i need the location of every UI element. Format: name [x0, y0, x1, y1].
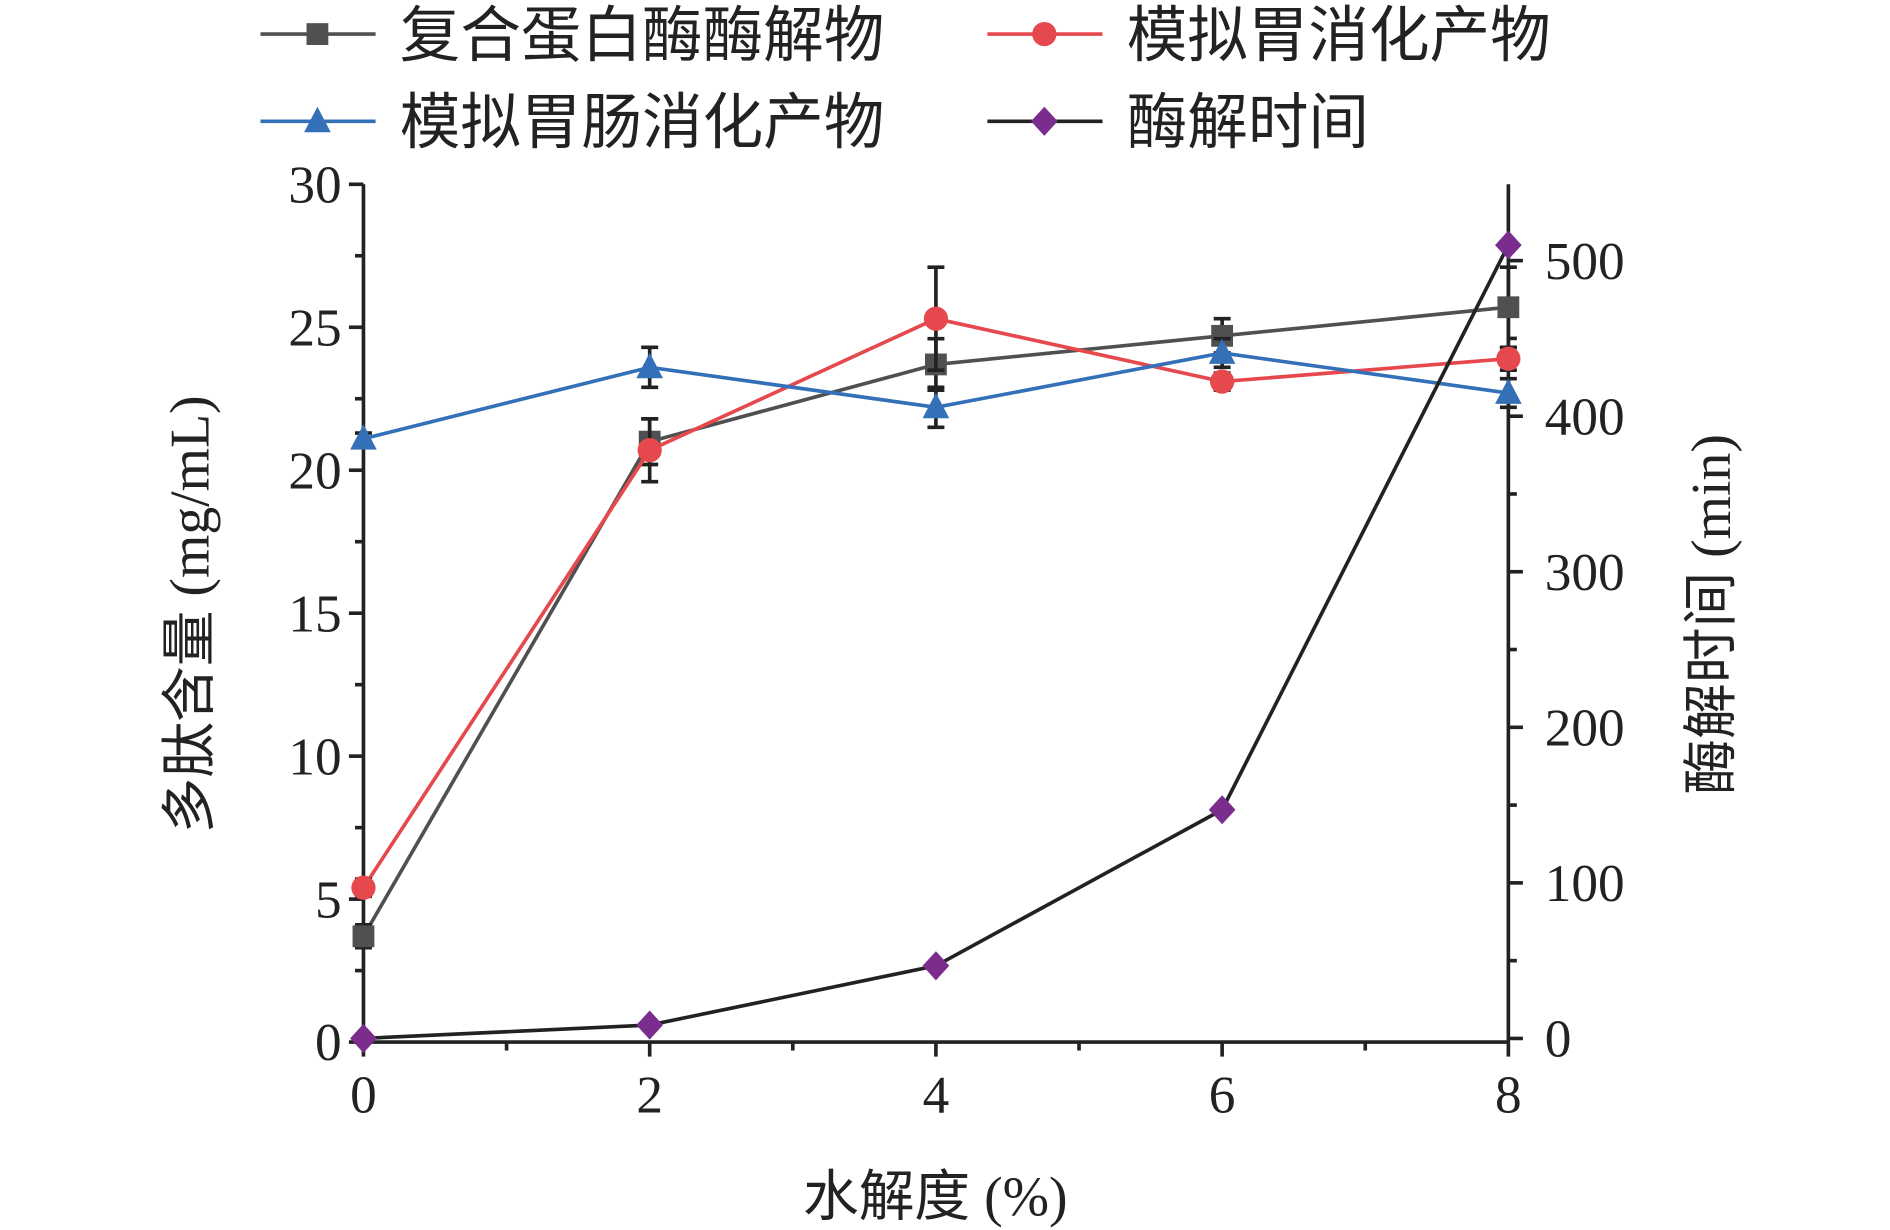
- data-point: [922, 951, 950, 981]
- y-tick-label: 5: [315, 870, 342, 929]
- y2-tick-label: 100: [1545, 854, 1625, 913]
- plot-marks: [350, 230, 1522, 1053]
- data-point: [636, 1010, 664, 1040]
- legend-marker: [1031, 106, 1058, 136]
- legend-item: 复合蛋白酶酶解物: [260, 3, 884, 70]
- y2-tick-label: 400: [1545, 387, 1625, 446]
- y2-tick-label: 200: [1545, 698, 1625, 757]
- data-point: [923, 306, 949, 331]
- legend-item: 酶解时间: [987, 90, 1369, 157]
- legend-label: 酶解时间: [1127, 90, 1369, 157]
- y-tick-label: 25: [288, 298, 341, 357]
- data-point: [922, 392, 950, 419]
- legend-marker: [304, 106, 331, 133]
- y-tick-label: 0: [315, 1013, 342, 1072]
- data-point: [637, 438, 662, 463]
- y-tick-label: 15: [288, 584, 341, 643]
- y2-tick-label: 500: [1545, 232, 1625, 291]
- legend-label: 模拟胃消化产物: [1127, 3, 1551, 70]
- y-tick-label: 10: [288, 727, 341, 786]
- data-point: [1495, 378, 1522, 404]
- x-tick-label: 4: [923, 1065, 950, 1124]
- data-point: [350, 1023, 377, 1053]
- legend-marker: [306, 23, 329, 45]
- y-axis-label: 多肽含量 (mg/mL): [159, 395, 221, 833]
- data-point: [350, 424, 377, 450]
- y-tick-label: 20: [288, 441, 341, 500]
- legend-item: 模拟胃肠消化产物: [260, 90, 884, 157]
- data-point: [1496, 346, 1521, 371]
- data-point: [636, 352, 664, 379]
- legend-label: 复合蛋白酶酶解物: [400, 3, 885, 70]
- data-point: [352, 925, 375, 948]
- data-point: [1208, 338, 1236, 364]
- data-point: [1210, 369, 1235, 394]
- data-point: [351, 875, 376, 900]
- x-tick-label: 0: [350, 1065, 377, 1124]
- data-point: [1495, 230, 1522, 260]
- x-tick-label: 6: [1209, 1065, 1236, 1124]
- y-tick-label: 30: [288, 155, 341, 214]
- y2-tick-label: 300: [1545, 543, 1625, 602]
- y2-tick-label: 0: [1545, 1010, 1572, 1069]
- data-point: [1208, 795, 1236, 825]
- legend-item: 模拟胃消化产物: [987, 3, 1551, 70]
- y2-axis-label: 酶解时间 (min): [1681, 434, 1743, 795]
- x-tick-label: 2: [636, 1065, 663, 1124]
- legend-marker: [1032, 21, 1057, 47]
- data-point: [1497, 296, 1520, 319]
- x-tick-label: 8: [1495, 1065, 1522, 1124]
- legend-label: 模拟胃肠消化产物: [400, 90, 885, 157]
- data-point: [1211, 324, 1234, 347]
- x-axis-label: 水解度 (%): [803, 1166, 1068, 1228]
